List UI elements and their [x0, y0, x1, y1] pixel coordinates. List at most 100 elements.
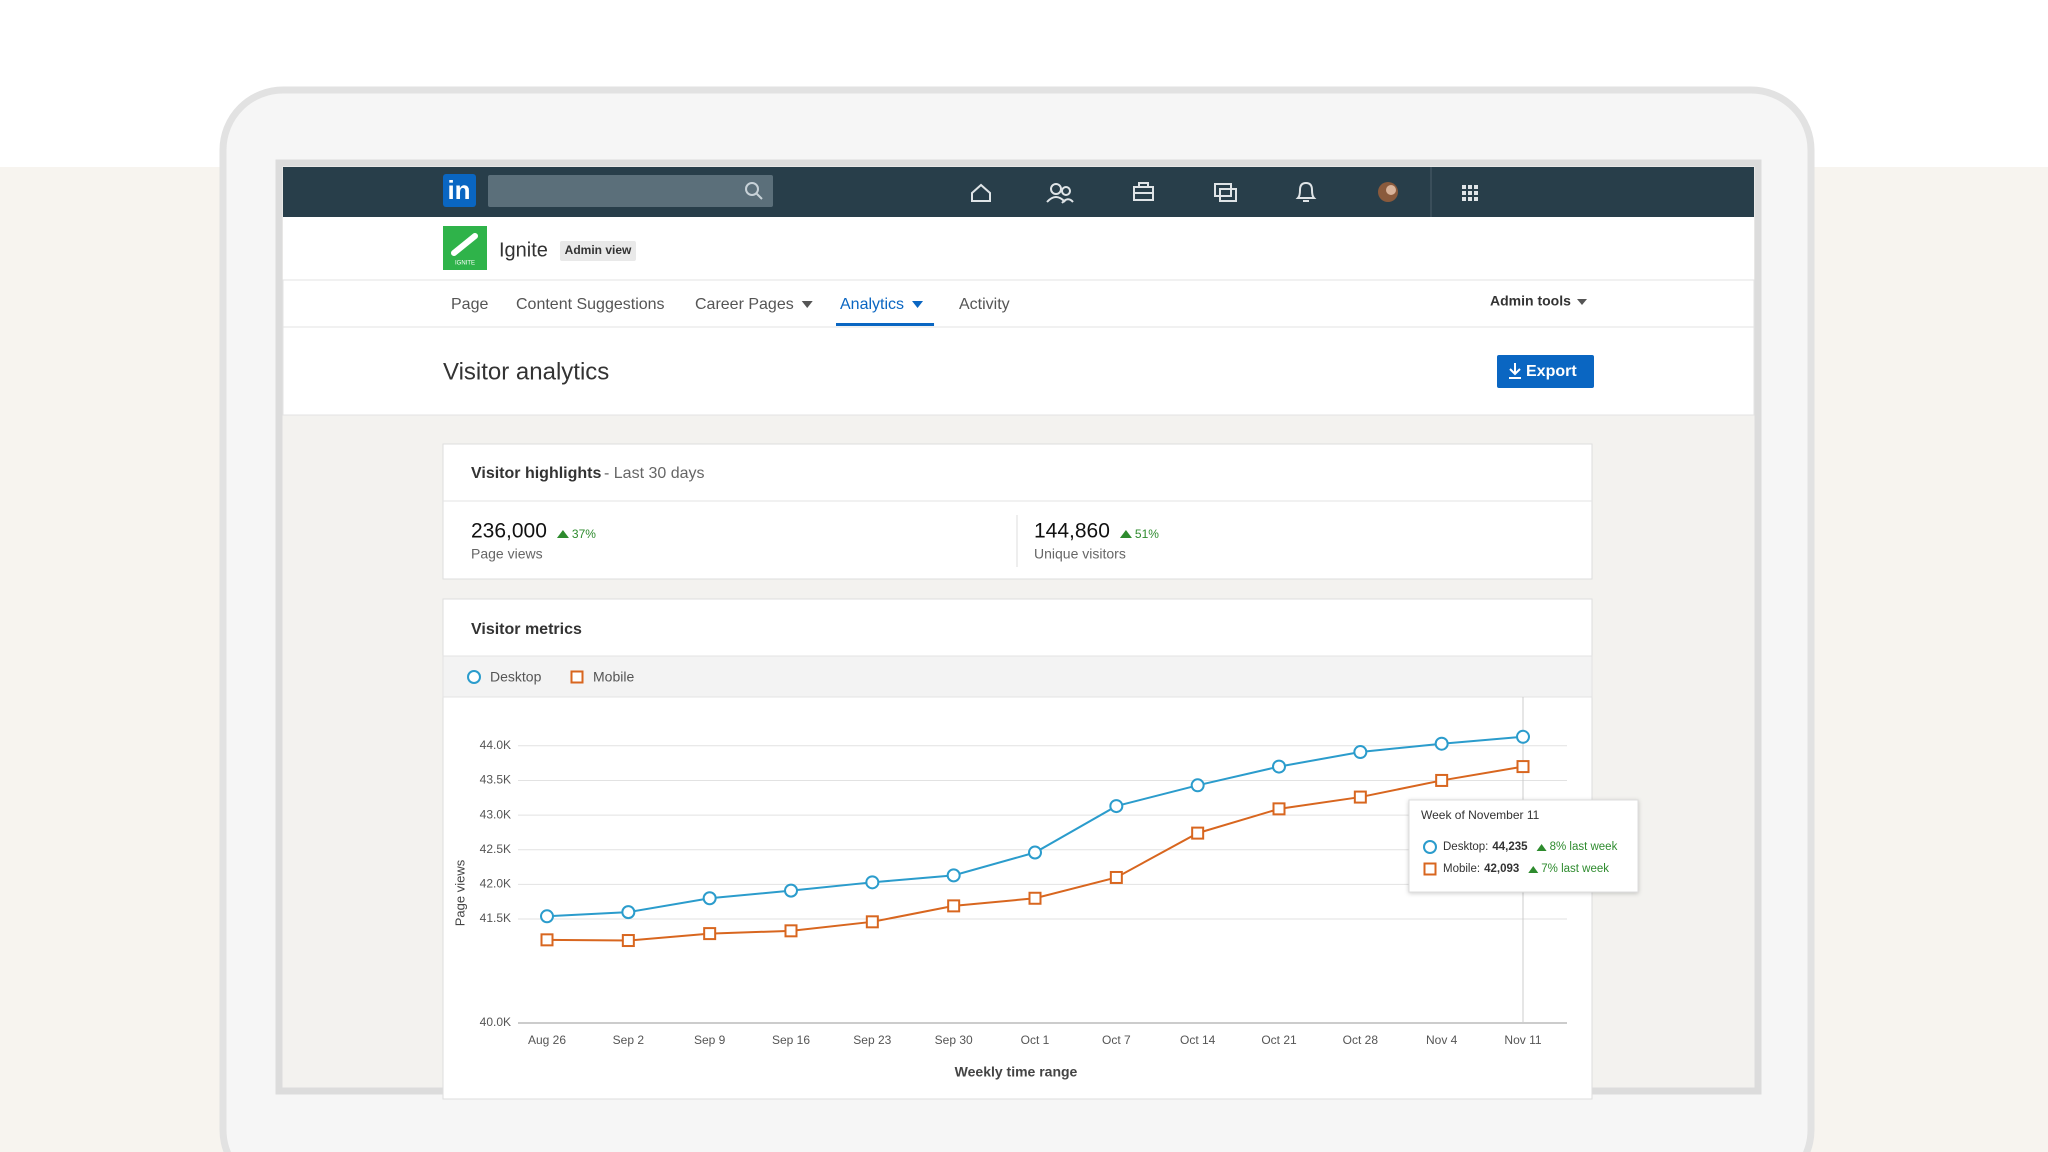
tooltip-title: Week of November 11: [1421, 808, 1540, 822]
marker-square: [1423, 862, 1437, 876]
profile-avatar-face: [1386, 185, 1396, 195]
legend-label: Desktop: [490, 669, 542, 685]
x-tick-label: Nov 11: [1504, 1033, 1541, 1047]
export-icon: [1509, 363, 1521, 379]
company-logo-mark: [451, 233, 478, 256]
marker-circle: [1028, 845, 1042, 860]
tooltip-value: 42,093: [1484, 863, 1519, 875]
search-icon-handle: [755, 192, 763, 200]
highlights-title: Visitor highlights: [471, 465, 601, 482]
tab[interactable]: Analytics: [840, 296, 904, 313]
marker-circle: [1423, 840, 1437, 854]
notifications-icon[interactable]: [1295, 181, 1317, 202]
jobs-icon-handle[interactable]: [1134, 182, 1153, 194]
x-tick-label: Nov 4: [1426, 1033, 1458, 1047]
nav-icons[interactable]: [971, 181, 1317, 204]
highlights-period: - Last 30 days: [604, 465, 705, 482]
marker-square: [703, 927, 717, 941]
tab-caret: [801, 301, 813, 308]
up-arrow: [1528, 866, 1539, 873]
marker-circle: [946, 868, 961, 883]
tab[interactable]: Career Pages: [695, 296, 794, 313]
marker-circle: [865, 875, 880, 890]
home-icon[interactable]: [971, 183, 991, 202]
marker-circle: [702, 891, 717, 906]
marker-square: [1516, 760, 1530, 774]
messaging-icon-2[interactable]: [1219, 188, 1237, 202]
marker-square: [1353, 790, 1367, 804]
tab-underline: [836, 323, 935, 326]
marker-circle: [1109, 799, 1124, 814]
x-tick-label: Sep 2: [613, 1033, 645, 1047]
x-tick-label: Sep 9: [694, 1033, 726, 1047]
legend-bar: [442, 655, 1593, 698]
tab-bar: [282, 279, 1755, 328]
x-tick-label: Oct 1: [1021, 1033, 1050, 1047]
x-tick-label: Sep 30: [935, 1033, 973, 1047]
marker-square: [1028, 891, 1042, 905]
company-logo-text: IGNITE: [455, 261, 475, 267]
apps-icon[interactable]: [1462, 185, 1478, 201]
y-axis-label: Page views: [452, 859, 467, 926]
tooltip: [1408, 799, 1639, 893]
marker-square: [540, 933, 554, 947]
stat-label: Unique visitors: [1034, 546, 1126, 562]
y-tick-label: 42.0K: [480, 877, 511, 891]
stat-value: 236,000: [471, 520, 547, 543]
tooltip-value: 44,235: [1492, 841, 1528, 853]
tooltip-label: Mobile:: [1443, 863, 1480, 875]
y-tick-label: 43.0K: [480, 807, 511, 821]
marker-circle: [1272, 759, 1286, 774]
marker-square: [1191, 826, 1205, 840]
marker-square: [947, 899, 961, 913]
y-tick-label: 40.0K: [480, 1015, 511, 1029]
tab[interactable]: Page: [451, 296, 488, 313]
metrics-title: Visitor metrics: [471, 621, 582, 638]
up-arrow: [1536, 844, 1547, 851]
search-box[interactable]: [488, 175, 773, 207]
x-tick-label: Oct 21: [1261, 1033, 1297, 1047]
marker-circle: [1190, 778, 1205, 793]
tab[interactable]: Activity: [959, 296, 1010, 313]
tab[interactable]: Content Suggestions: [516, 296, 665, 313]
stat-change: 51%: [1135, 527, 1159, 541]
tab-caret: [912, 301, 924, 308]
marker-circle: [1516, 729, 1530, 744]
tooltip-change: 7% last week: [1541, 863, 1609, 875]
marker-circle: [784, 883, 798, 898]
x-tick-label: Oct 7: [1102, 1033, 1131, 1047]
marker-square: [570, 670, 584, 684]
y-tick-label: 43.5K: [480, 773, 511, 787]
page-title: Visitor analytics: [443, 358, 609, 385]
legend-label: Mobile: [593, 669, 634, 685]
tooltip-change: 8% last week: [1550, 841, 1618, 853]
network-icon[interactable]: [1050, 183, 1062, 195]
company-bar: [283, 217, 1754, 280]
x-axis-label: Weekly time range: [955, 1064, 1078, 1080]
stat-value: 144,860: [1034, 520, 1110, 543]
company-name: Ignite: [499, 239, 548, 261]
x-tick-label: Sep 23: [853, 1033, 891, 1047]
up-arrow: [1119, 530, 1132, 538]
export-label[interactable]: Export: [1526, 363, 1577, 380]
network-icon-2[interactable]: [1061, 186, 1071, 196]
y-tick-label: 44.0K: [480, 738, 511, 752]
badge: [560, 241, 636, 261]
export-button[interactable]: [1497, 355, 1594, 388]
marker-circle: [540, 909, 554, 924]
linkedin-logo[interactable]: [443, 174, 476, 207]
admin-tools[interactable]: Admin tools: [1490, 293, 1571, 309]
marker-square: [1435, 773, 1449, 787]
badge-text: Admin view: [565, 243, 632, 257]
stat-label: Page views: [471, 546, 543, 562]
network-icon-body[interactable]: [1046, 196, 1074, 204]
search-icon: [745, 182, 759, 196]
x-tick-label: Aug 26: [528, 1033, 566, 1047]
marker-square: [1109, 870, 1123, 884]
marker-circle: [1434, 736, 1449, 751]
marker-circle: [467, 670, 481, 684]
marker-circle: [621, 905, 636, 920]
marker-square: [621, 934, 635, 948]
up-arrow: [556, 530, 569, 538]
